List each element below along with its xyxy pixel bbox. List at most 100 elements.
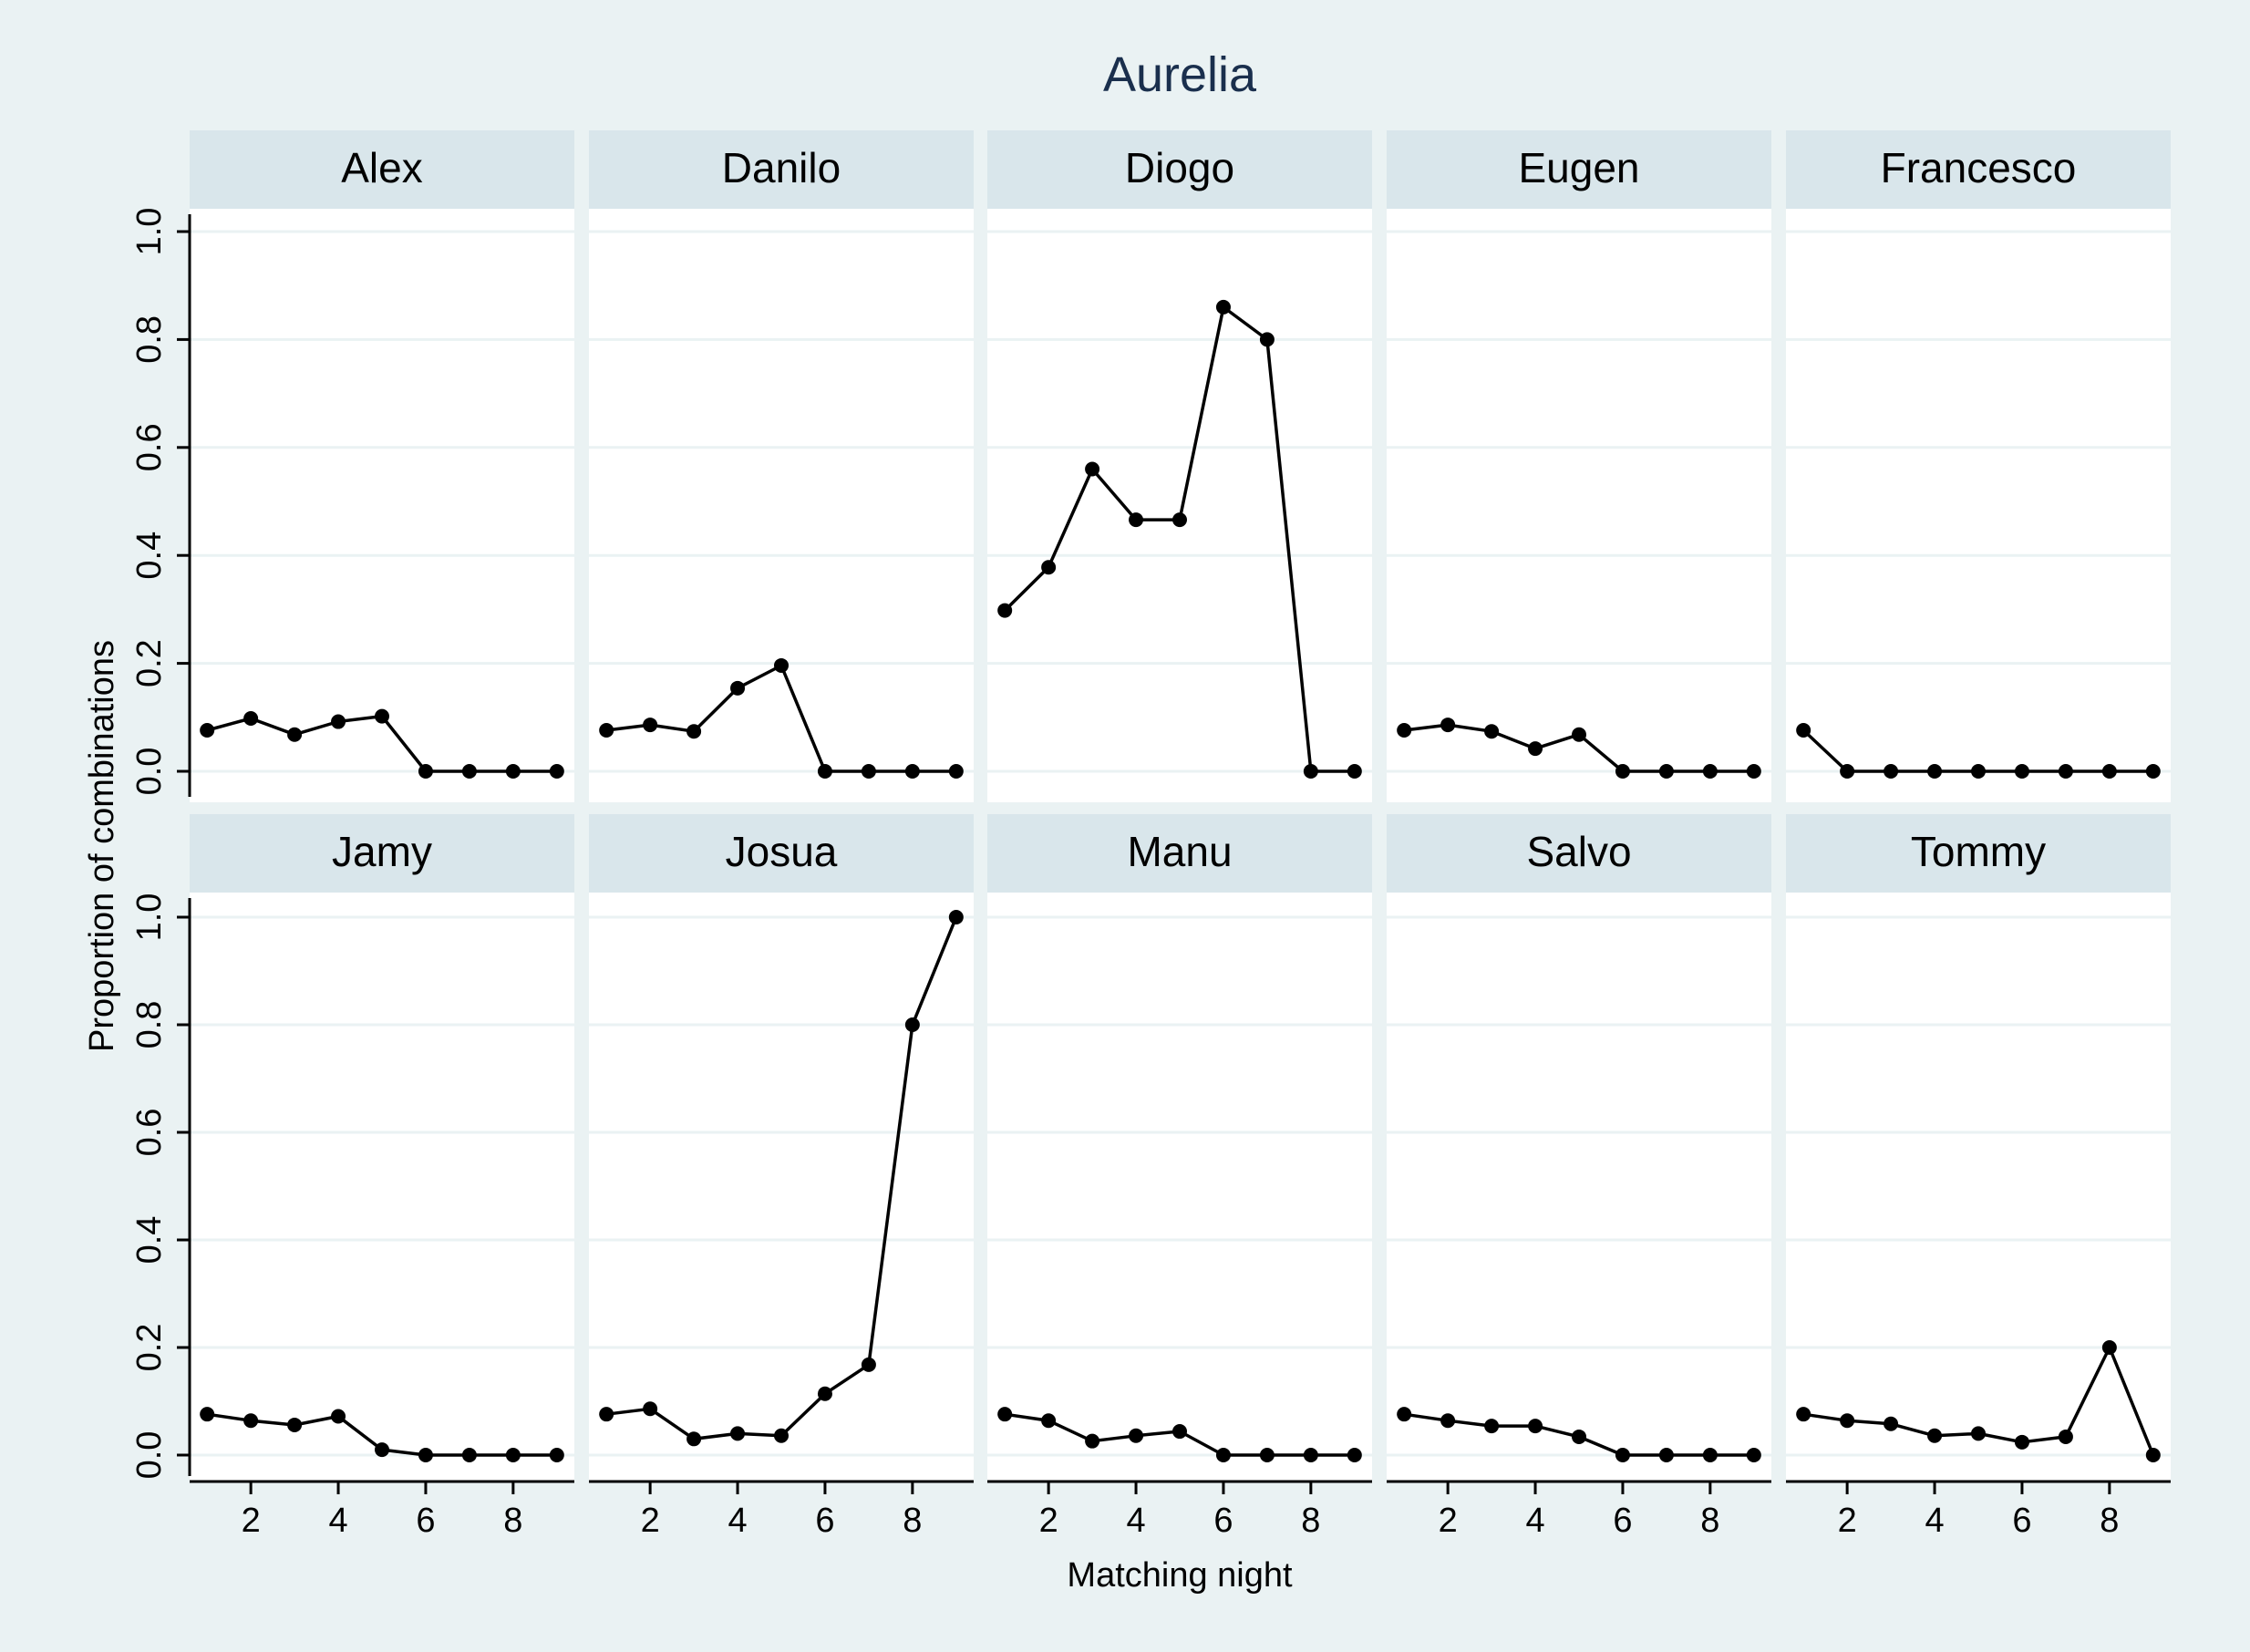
x-axis-label: Matching night xyxy=(1067,1556,1293,1595)
panel-title: Diogo xyxy=(1125,144,1234,191)
y-tick-label: 0.6 xyxy=(130,423,169,471)
data-point xyxy=(774,657,789,673)
x-tick-label: 4 xyxy=(328,1502,347,1540)
x-tick-label: 4 xyxy=(1925,1502,1944,1540)
data-point xyxy=(1259,1448,1275,1462)
data-point xyxy=(1172,1424,1187,1440)
y-tick-label: 0.6 xyxy=(130,1109,169,1157)
data-point xyxy=(1572,1429,1586,1444)
data-point xyxy=(418,764,433,779)
data-point xyxy=(287,1417,303,1432)
y-tick-label: 0.0 xyxy=(130,1431,169,1480)
panel-jamy: Jamy 0.0 0.2 0.4 0.6 0.8 1.0 2 4 6 8 xyxy=(130,814,574,1540)
data-point xyxy=(643,718,658,733)
data-point xyxy=(1259,332,1275,347)
panel-strip xyxy=(190,130,574,209)
data-point xyxy=(1347,1448,1362,1462)
data-point xyxy=(904,1017,920,1032)
data-point xyxy=(287,727,303,742)
data-point xyxy=(643,1401,658,1417)
x-tick-label: 6 xyxy=(416,1502,435,1540)
data-point xyxy=(1129,1428,1144,1443)
data-point xyxy=(686,1431,702,1447)
x-tick-label: 4 xyxy=(728,1502,747,1540)
data-point xyxy=(1615,764,1630,779)
panel-manu: Manu 2 4 6 8 xyxy=(987,814,1372,1540)
data-point xyxy=(2101,764,2117,779)
panel-francesco: Francesco xyxy=(1786,130,2171,802)
y-tick-label: 0.0 xyxy=(130,748,169,796)
data-point xyxy=(1172,512,1187,528)
data-point xyxy=(549,1448,564,1462)
data-point xyxy=(1303,764,1318,779)
data-point xyxy=(1041,560,1057,575)
data-point xyxy=(1615,1448,1630,1462)
data-point xyxy=(948,764,964,779)
data-point xyxy=(1702,764,1718,779)
panel-background xyxy=(1786,209,2171,802)
panel-title: Salvo xyxy=(1526,828,1631,875)
x-tick-label: 2 xyxy=(1439,1502,1458,1540)
panel-title: Jamy xyxy=(332,828,432,875)
panel-background xyxy=(1387,209,1771,802)
data-point xyxy=(1746,764,1761,779)
data-point xyxy=(2145,1448,2161,1462)
data-point xyxy=(686,724,702,739)
panel-title: Josua xyxy=(726,828,838,875)
data-point xyxy=(418,1448,433,1462)
x-tick-label: 2 xyxy=(1838,1502,1857,1540)
data-point xyxy=(1440,1413,1456,1429)
x-tick-label: 2 xyxy=(242,1502,261,1540)
data-point xyxy=(1796,1407,1811,1422)
panel-title: Eugen xyxy=(1518,144,1639,191)
data-point xyxy=(461,764,477,779)
data-point xyxy=(1658,764,1674,779)
panel-background xyxy=(190,893,574,1482)
y-tick-label: 0.4 xyxy=(130,532,169,580)
chart-title: Aurelia xyxy=(1103,47,1257,102)
y-tick-label: 0.2 xyxy=(130,639,169,687)
x-tick-label: 6 xyxy=(1213,1502,1233,1540)
data-point xyxy=(549,764,564,779)
data-point xyxy=(1484,724,1500,739)
panel-background xyxy=(589,209,974,802)
data-point xyxy=(1971,764,1986,779)
data-point xyxy=(599,723,614,738)
data-point xyxy=(375,1442,389,1458)
data-point xyxy=(2058,764,2073,779)
y-axis-label: Proportion of combinations xyxy=(83,640,121,1052)
data-point xyxy=(1440,718,1456,733)
panel-danilo: Danilo xyxy=(589,130,974,802)
data-point xyxy=(2145,764,2161,779)
panel-background xyxy=(1387,893,1771,1482)
x-tick-label: 2 xyxy=(1039,1502,1058,1540)
data-point xyxy=(1347,764,1362,779)
data-point xyxy=(1702,1448,1718,1462)
panel-background xyxy=(190,209,574,802)
y-tick-label: 1.0 xyxy=(130,208,169,256)
data-point xyxy=(1528,741,1543,757)
panel-strip xyxy=(1786,130,2171,209)
data-point xyxy=(2101,1340,2117,1355)
panel-title: Tommy xyxy=(1911,828,2046,875)
data-point xyxy=(817,764,832,779)
data-point xyxy=(2014,1434,2029,1450)
data-point xyxy=(2014,764,2029,779)
data-point xyxy=(817,1386,832,1401)
data-point xyxy=(774,1428,789,1443)
x-tick-label: 8 xyxy=(503,1502,522,1540)
data-point xyxy=(1215,1448,1231,1462)
data-point xyxy=(997,603,1013,618)
x-tick-label: 6 xyxy=(1613,1502,1632,1540)
x-tick-label: 4 xyxy=(1126,1502,1145,1540)
panel-background xyxy=(1786,893,2171,1482)
panels: Alex 0.0 0.2 0.4 0.6 0.8 1.0 Danilo Diogo Eugen Fr… xyxy=(130,130,2171,1540)
data-point xyxy=(243,710,259,726)
data-point xyxy=(1840,764,1855,779)
data-point xyxy=(200,1407,215,1422)
panel-strip xyxy=(190,814,574,893)
panel-josua: Josua 2 4 6 8 xyxy=(589,814,974,1540)
data-point xyxy=(1397,723,1412,738)
data-point xyxy=(2058,1429,2073,1444)
